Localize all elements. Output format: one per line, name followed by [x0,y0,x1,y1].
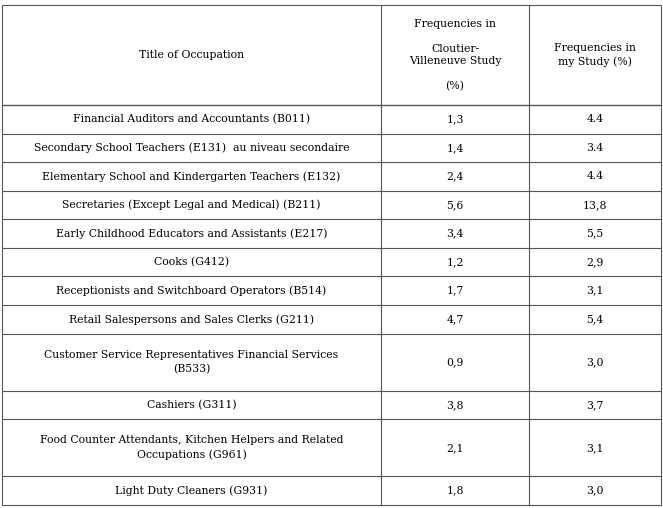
Text: 3,8: 3,8 [446,400,464,410]
Text: 1,2: 1,2 [446,257,464,267]
Text: Frequencies in

Cloutier-
Villeneuve Study

(%): Frequencies in Cloutier- Villeneuve Stud… [409,19,501,91]
Text: 3,0: 3,0 [586,357,604,367]
Text: 1,8: 1,8 [446,486,464,496]
Text: Retail Salespersons and Sales Clerks (G211): Retail Salespersons and Sales Clerks (G2… [69,314,314,325]
Text: 2,1: 2,1 [446,443,464,453]
Text: 4.4: 4.4 [587,171,604,181]
Text: Title of Occupation: Title of Occupation [139,50,244,60]
Text: Secretaries (Except Legal and Medical) (B211): Secretaries (Except Legal and Medical) (… [62,200,321,210]
Text: 4.4: 4.4 [587,114,604,124]
Text: Customer Service Representatives Financial Services
(B533): Customer Service Representatives Financi… [44,350,339,374]
Text: 3.4: 3.4 [587,143,604,153]
Text: Elementary School and Kindergarten Teachers (E132): Elementary School and Kindergarten Teach… [42,171,341,182]
Text: 1,4: 1,4 [446,143,463,153]
Text: Cashiers (G311): Cashiers (G311) [147,400,236,410]
Text: 5,5: 5,5 [587,229,604,239]
Text: 5,4: 5,4 [587,314,604,324]
Text: 3,0: 3,0 [586,486,604,496]
Text: 1,7: 1,7 [446,285,463,296]
Text: 1,3: 1,3 [446,114,464,124]
Text: Receptionists and Switchboard Operators (B514): Receptionists and Switchboard Operators … [56,285,327,296]
Text: 4,7: 4,7 [446,314,463,324]
Text: 13,8: 13,8 [583,200,607,210]
Text: 3,7: 3,7 [586,400,604,410]
Text: Secondary School Teachers (E131)  au niveau secondaire: Secondary School Teachers (E131) au nive… [34,143,349,153]
Text: Light Duty Cleaners (G931): Light Duty Cleaners (G931) [115,486,268,496]
Text: 5,6: 5,6 [446,200,463,210]
Text: 3,1: 3,1 [586,443,604,453]
Text: Early Childhood Educators and Assistants (E217): Early Childhood Educators and Assistants… [56,228,328,239]
Text: Financial Auditors and Accountants (B011): Financial Auditors and Accountants (B011… [73,114,310,124]
Text: 2,9: 2,9 [586,257,604,267]
Text: 3,4: 3,4 [446,229,463,239]
Text: 3,1: 3,1 [586,285,604,296]
Text: Frequencies in
my Study (%): Frequencies in my Study (%) [554,43,636,68]
Text: 2,4: 2,4 [446,171,463,181]
Text: Cooks (G412): Cooks (G412) [154,257,229,267]
Text: Food Counter Attendants, Kitchen Helpers and Related
Occupations (G961): Food Counter Attendants, Kitchen Helpers… [40,435,343,460]
Text: 0,9: 0,9 [446,357,463,367]
